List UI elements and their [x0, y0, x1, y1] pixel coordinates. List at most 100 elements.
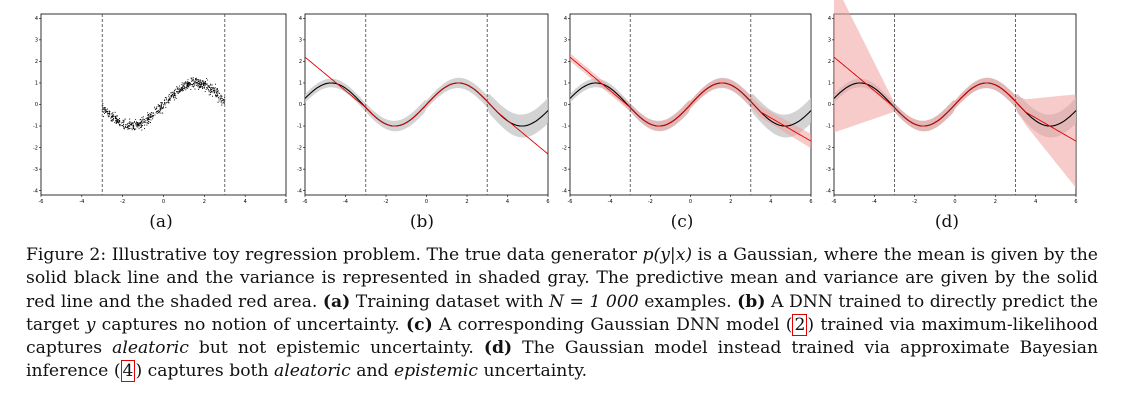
y-tick-label: -3 — [33, 167, 38, 173]
x-tick-label: 4 — [769, 199, 772, 205]
data-point — [129, 123, 131, 125]
data-point — [209, 93, 211, 95]
data-point — [219, 97, 222, 99]
data-point — [103, 110, 105, 112]
citation-link-4[interactable]: 4 — [120, 360, 136, 383]
data-point — [152, 112, 155, 114]
caption-text: but not epistemic uncertainty. — [188, 338, 484, 359]
predictive-variance-band — [834, 0, 1076, 188]
data-point — [152, 114, 154, 116]
caption-text: Training dataset with — [350, 291, 549, 312]
y-tick-label: 4 — [299, 16, 302, 22]
figure-caption: Figure 2: Illustrative toy regression pr… — [26, 245, 1099, 383]
data-point — [104, 112, 106, 114]
data-point — [188, 86, 190, 88]
data-point — [186, 82, 188, 84]
data-point — [190, 83, 192, 85]
data-point — [180, 89, 182, 91]
citation-link-2[interactable]: 2 — [792, 313, 808, 336]
x-tick-label: -2 — [912, 199, 917, 205]
y-tick-label: 1 — [35, 81, 38, 87]
data-point — [223, 97, 226, 99]
data-point — [220, 95, 222, 97]
data-point — [104, 111, 106, 113]
data-point — [208, 90, 210, 92]
x-tick-label: -2 — [648, 199, 653, 205]
data-point — [181, 88, 183, 90]
data-point — [151, 115, 153, 117]
data-point — [215, 94, 217, 97]
data-point — [108, 116, 110, 118]
caption-label-a: (a) — [322, 291, 351, 312]
data-point — [160, 108, 162, 110]
data-point — [147, 122, 149, 124]
data-point — [191, 80, 193, 82]
data-point — [104, 110, 107, 112]
data-point — [161, 101, 163, 104]
data-point — [114, 121, 116, 123]
data-point — [143, 128, 146, 130]
data-point — [122, 121, 124, 124]
data-point — [168, 94, 170, 96]
data-point — [144, 124, 146, 126]
data-point — [117, 118, 119, 121]
data-point — [215, 96, 217, 98]
data-point — [179, 90, 181, 92]
data-point — [129, 123, 131, 125]
data-point — [189, 82, 191, 84]
data-point — [170, 92, 172, 94]
data-point — [197, 83, 200, 85]
data-point — [141, 129, 143, 131]
data-point — [136, 126, 138, 128]
caption-text: A corresponding Gaussian DNN model — [432, 314, 786, 335]
subfigure-label-c: (c) — [670, 212, 694, 232]
data-point — [131, 129, 133, 131]
data-point — [111, 116, 113, 118]
data-point — [208, 91, 210, 93]
data-point — [164, 99, 166, 101]
data-point — [107, 113, 110, 115]
predictive-variance-band — [570, 53, 811, 149]
data-point — [184, 87, 186, 89]
data-point — [135, 124, 137, 126]
data-point — [199, 79, 201, 81]
data-point — [156, 110, 158, 112]
data-point — [193, 86, 195, 88]
data-point — [180, 87, 182, 89]
data-point — [156, 108, 158, 110]
data-point — [220, 94, 222, 96]
data-point — [127, 122, 129, 124]
y-tick-label: 1 — [828, 81, 831, 87]
data-point — [173, 92, 175, 94]
data-point — [116, 114, 118, 117]
data-point — [152, 118, 154, 120]
data-point — [172, 95, 174, 97]
data-point — [110, 115, 113, 117]
data-point — [160, 112, 162, 114]
data-point — [155, 112, 157, 114]
y-tick-label: 0 — [299, 102, 302, 108]
data-point — [148, 119, 150, 121]
caption-math-y: y — [85, 314, 96, 335]
y-tick-label: 2 — [35, 59, 38, 65]
data-point — [109, 113, 111, 115]
data-point — [138, 127, 140, 129]
x-tick-label: 4 — [506, 199, 509, 205]
data-point — [170, 95, 172, 97]
data-point — [187, 82, 189, 85]
data-point — [154, 114, 156, 116]
data-point — [198, 88, 200, 91]
data-point — [185, 87, 188, 89]
data-point — [104, 109, 106, 111]
data-point — [188, 81, 190, 83]
caption-text: captures no notion of uncertainty. — [95, 314, 407, 335]
data-point — [176, 86, 178, 88]
data-point — [189, 84, 191, 86]
data-point — [216, 94, 218, 97]
data-point — [194, 80, 196, 82]
data-point — [116, 119, 118, 121]
data-point — [214, 87, 216, 89]
data-point — [150, 119, 152, 121]
